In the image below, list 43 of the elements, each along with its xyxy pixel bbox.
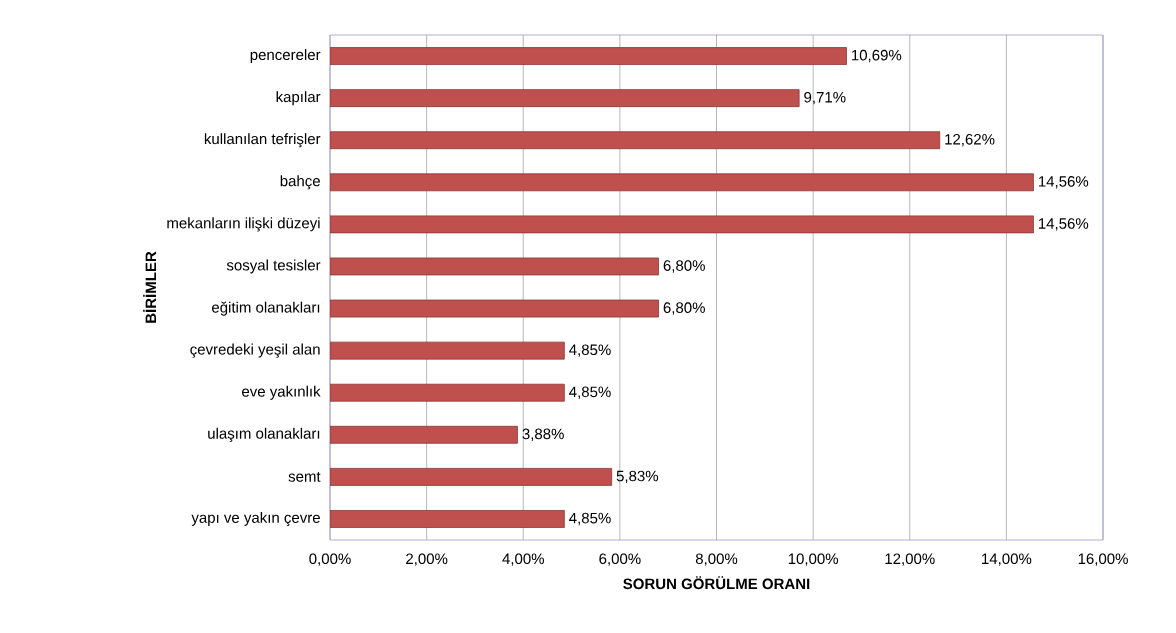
y-tick-label: eğitim olanakları xyxy=(212,301,320,316)
data-label: 5,83% xyxy=(616,470,659,484)
y-tick-label: pencereler xyxy=(250,49,321,64)
data-label: 4,85% xyxy=(569,386,611,399)
y-tick-label: kullanılan tefrişler xyxy=(204,133,321,148)
bar xyxy=(330,425,518,444)
y-axis-title: BİRİMLER xyxy=(143,251,156,323)
bar xyxy=(330,510,565,528)
data-label: 4,85% xyxy=(569,512,611,526)
data-label: 12,62% xyxy=(945,134,995,147)
x-tick-label: 6,00% xyxy=(599,553,641,566)
y-tick-label: eve yakınlık xyxy=(242,385,321,400)
x-tick-label: 0,00% xyxy=(309,553,351,566)
x-tick-label: 12,00% xyxy=(885,553,935,566)
y-tick-label: semt xyxy=(288,471,321,482)
bar xyxy=(330,89,800,108)
bar xyxy=(330,173,1034,192)
x-tick-label: 10,00% xyxy=(788,553,839,566)
x-tick-label: 8,00% xyxy=(695,553,738,566)
data-label: 3,88% xyxy=(522,428,564,441)
x-tick-label: 14,00% xyxy=(982,553,1032,566)
data-label: 14,56% xyxy=(1039,218,1089,231)
data-label: 9,71% xyxy=(804,91,846,105)
y-tick-label: kapılar xyxy=(276,91,321,106)
y-tick-label: ulaşım olanakları xyxy=(208,427,320,442)
bar xyxy=(330,383,565,402)
y-tick-label: yapı ve yakın çevre xyxy=(191,511,320,526)
x-tick-label: 16,00% xyxy=(1078,553,1128,566)
y-tick-label: sosyal tesisler xyxy=(226,259,321,274)
x-axis-title: SORUN GÖRÜLME ORANI xyxy=(623,576,810,590)
y-tick-label: çevredeki yeşil alan xyxy=(190,343,320,358)
bar xyxy=(330,467,613,486)
y-tick-label: bahçe xyxy=(280,175,320,190)
bar xyxy=(330,47,847,65)
data-label: 4,85% xyxy=(569,344,611,357)
x-tick-label: 4,00% xyxy=(502,553,544,566)
y-tick-label: mekanların ilişki düzeyi xyxy=(167,217,320,232)
data-label: 14,56% xyxy=(1039,176,1089,189)
data-label: 10,69% xyxy=(852,49,902,63)
data-label: 6,80% xyxy=(663,260,705,273)
bar xyxy=(330,131,941,150)
data-label: 6,80% xyxy=(663,302,705,315)
x-tick-label: 2,00% xyxy=(406,553,448,566)
